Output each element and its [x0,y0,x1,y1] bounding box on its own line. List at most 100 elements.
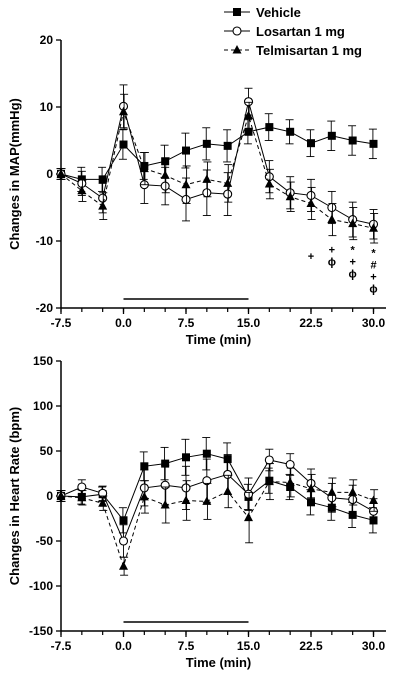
data-point [56,169,66,178]
x-axis-label: Time (min) [186,332,252,347]
map-chart: 20 10 0 -10 -20-7.5 0.0 7.5 15.0 22.5 30.0 Time (m… [7,33,386,347]
series-telmisartan-1-mg [56,93,379,244]
significance-marker: # [370,260,376,272]
data-point [161,157,170,166]
legend-marker [232,45,242,54]
legend-label: Telmisartan 1 mg [256,43,362,58]
data-point [223,189,233,199]
data-point [77,185,87,195]
y-tick-label: 150 [33,354,53,368]
data-point [181,179,191,189]
data-point [77,492,87,502]
x-tick-label: 7.5 [178,316,195,330]
significance-marker: * [371,248,376,260]
significance-marker: + [329,244,335,256]
y-tick-label: 100 [33,399,53,413]
y-tick-label: -100 [29,579,53,593]
data-point [202,496,212,505]
y-axis-label: Changes in Heart Rate (bpm) [7,407,22,585]
y-tick-label: 50 [40,444,54,458]
series-line [60,459,374,543]
data-point [306,483,316,493]
significance-marker: ϕ [349,268,357,280]
data-point [223,486,233,495]
data-point [369,139,378,148]
data-point [140,462,149,471]
data-point [327,487,337,496]
data-point [223,469,233,479]
x-tick-label: -7.5 [51,316,72,330]
legend-marker [233,8,241,16]
series-losartan-1-mg [56,84,379,240]
data-point [223,178,233,187]
data-point [307,498,315,507]
data-point [118,536,129,546]
data-point [244,110,253,120]
x-tick-label: 15.0 [237,316,261,330]
legend-label: Losartan 1 mg [256,24,345,39]
heart-rate-chart: 150 100 50 0 -50 -100 -150-7.5 0.0 7.5 15.0 22.5 30… [7,354,386,670]
series-line [60,101,374,225]
data-point [160,181,170,191]
data-point [139,483,149,493]
data-point [202,174,212,183]
data-point [202,188,212,198]
data-point [119,140,128,149]
series-telmisartan-1-mg [56,463,379,576]
data-point [139,163,149,173]
data-point [161,459,170,468]
data-point [307,139,315,148]
data-point [202,449,211,458]
significance-marker: ϕ [369,284,377,296]
legend-marker [232,26,242,36]
series-vehicle [56,113,378,192]
y-tick-label: -10 [36,234,54,248]
y-tick-label: 0 [46,167,53,181]
x-tick-label: 22.5 [299,639,323,653]
y-tick-label: -20 [36,301,54,315]
data-point [223,141,232,150]
data-point [181,495,191,504]
data-point [285,459,295,470]
data-point [181,194,191,205]
data-point [348,495,358,505]
data-point [243,489,254,499]
data-point [286,127,295,136]
data-point [243,97,254,107]
significance-marker: + [349,256,355,268]
legend-label: Vehicle [256,5,301,20]
y-tick-label: -50 [36,534,54,548]
data-point [98,201,108,210]
x-tick-label: 30.0 [362,639,386,653]
data-point [202,139,211,148]
data-point [306,190,316,200]
data-point [160,170,170,179]
data-point [139,491,149,501]
data-point [244,512,253,522]
x-tick-label: 0.0 [115,639,132,653]
data-point [327,202,337,213]
data-point [264,476,274,486]
data-point [98,175,107,184]
data-point [285,191,295,201]
data-point [160,500,170,509]
x-tick-label: 30.0 [362,316,386,330]
series-line [60,126,374,180]
data-point [348,136,357,145]
series-line [60,453,374,522]
data-point [264,455,274,465]
x-tick-label: 7.5 [178,639,195,653]
significance-marker: + [370,272,376,284]
data-point [202,476,212,486]
data-point [119,516,128,525]
legend: Vehicle Losartan 1 mg Telmisartan 1 mg [224,5,362,58]
data-point [285,477,295,486]
data-point [327,131,336,140]
significance-marker: ϕ [328,256,336,268]
significance-marker: * [351,244,356,256]
data-point [348,487,358,496]
data-point [286,483,295,491]
data-point [98,488,108,498]
series-line [60,109,374,229]
data-point [327,214,337,224]
